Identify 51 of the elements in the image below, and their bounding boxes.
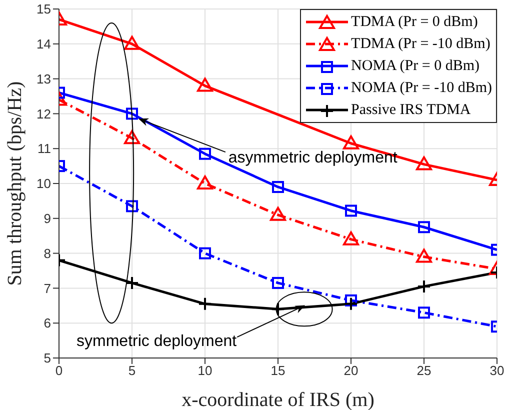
point (126, 108, 138, 120)
point (417, 279, 431, 294)
x-tick-label: 10 (198, 363, 212, 378)
legend-label: TDMA (Pr = 0 dBm) (351, 13, 478, 32)
x-tick-label: 0 (55, 363, 63, 378)
y-tick-label: 7 (44, 280, 51, 296)
point (344, 296, 358, 311)
y-tick-label: 11 (38, 141, 51, 156)
x-axis-title: x-coordinate of IRS (m) (182, 389, 374, 410)
legend-label: NOMA (Pr = -10 dBm) (351, 79, 492, 98)
y-tick-label: 15 (36, 2, 51, 17)
point (126, 200, 138, 212)
point (418, 221, 430, 234)
x-tick-label: 25 (416, 363, 432, 378)
annotation: symmetric deployment (76, 332, 238, 350)
point (272, 276, 284, 289)
point (416, 248, 432, 263)
x-tick-label: 20 (344, 363, 358, 378)
x-tick-label: 15 (270, 363, 286, 378)
y-tick-label: 12 (36, 106, 51, 122)
legend-label: Passive IRS TDMA (351, 101, 471, 120)
point (345, 294, 357, 306)
point (270, 206, 286, 221)
point (197, 78, 213, 92)
point (197, 176, 213, 190)
point (124, 36, 140, 50)
point (418, 306, 430, 319)
y-tick-label: 10 (36, 176, 51, 192)
x-tick-label: 5 (128, 363, 136, 378)
legend-label: TDMA (Pr = -10 dBm) (351, 35, 490, 54)
y-tick-label: 13 (36, 71, 51, 86)
y-tick-label: 6 (44, 316, 51, 331)
point (198, 296, 212, 311)
y-tick-label: 14 (36, 36, 51, 52)
point (343, 135, 359, 150)
point (416, 156, 432, 170)
y-tick-label: 9 (44, 211, 51, 226)
annotation: asymmetric deployment (228, 150, 398, 167)
point (272, 180, 284, 193)
point (343, 231, 359, 246)
x-tick-label: 30 (490, 363, 504, 378)
point (271, 302, 285, 316)
y-axis-title: Sum throughput (bps/Hz) (4, 81, 26, 286)
point (124, 130, 140, 144)
y-tick-label: 8 (44, 246, 51, 261)
point (199, 148, 211, 160)
point (125, 276, 139, 290)
y-tick-label: 5 (44, 350, 51, 366)
point (199, 247, 211, 260)
legend-label: NOMA (Pr = 0 dBm) (351, 57, 480, 76)
point (345, 204, 357, 217)
